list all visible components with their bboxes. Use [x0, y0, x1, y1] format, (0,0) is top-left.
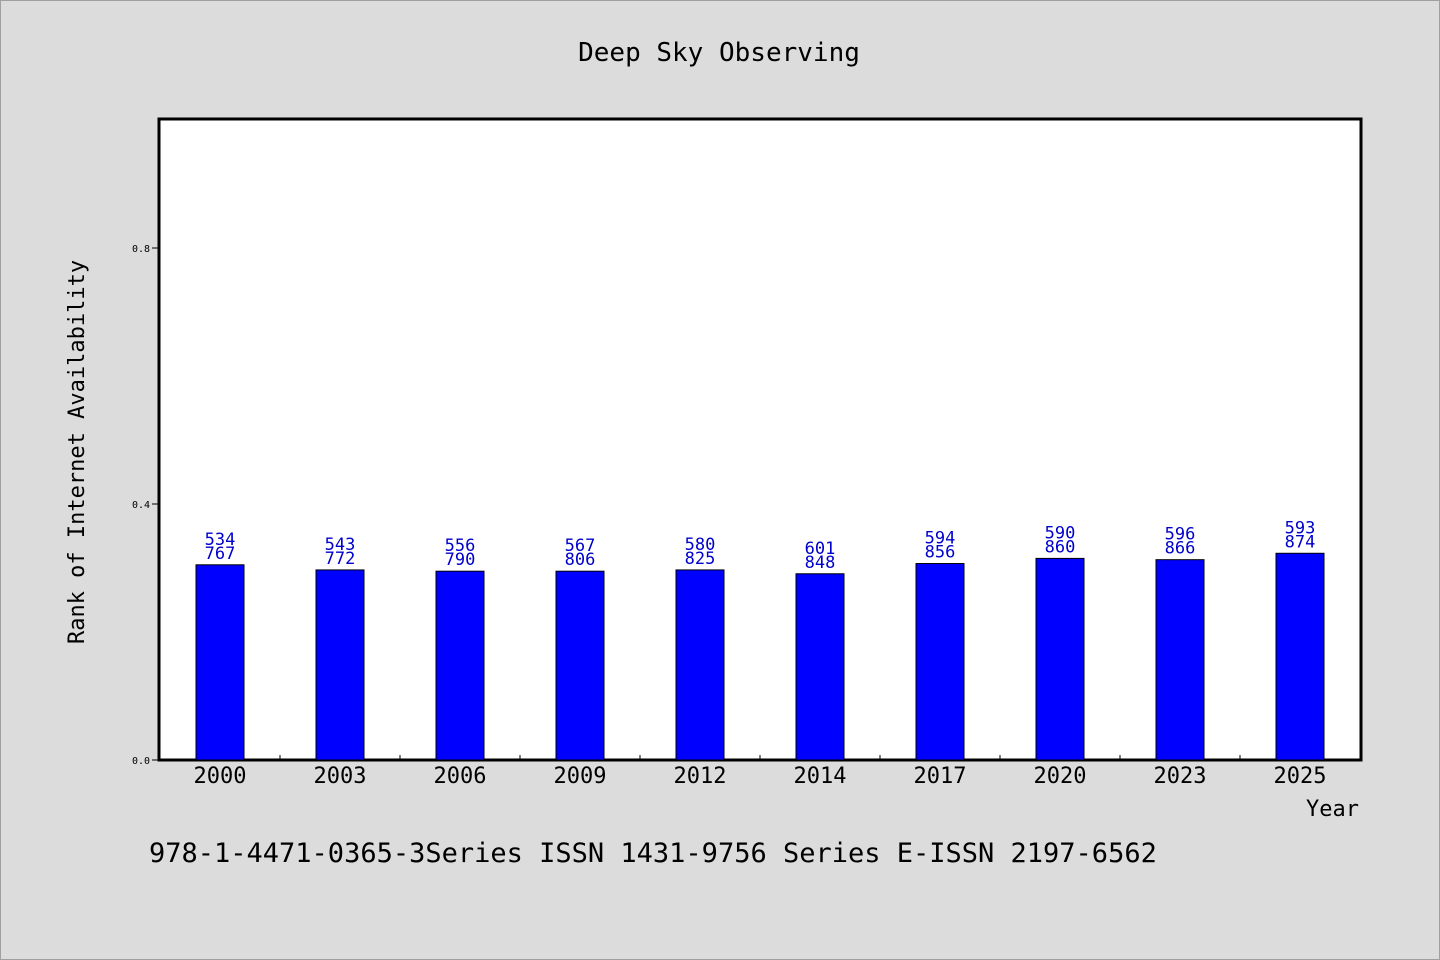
- x-tick-label-2014: 2014: [794, 764, 847, 789]
- data-label-bottom-2012: 825: [685, 549, 716, 569]
- bar-2000: [195, 564, 245, 761]
- data-label-bottom-2006: 790: [445, 550, 476, 570]
- x-axis-title: Year: [1306, 797, 1359, 822]
- y-axis-title: Rank of Internet Availability: [65, 260, 90, 644]
- chart-title: Deep Sky Observing: [578, 38, 860, 68]
- data-label-top-2009: 567: [565, 536, 596, 556]
- x-tick-label-2017: 2017: [914, 764, 967, 789]
- y-tick-label-0.0: 0.0: [132, 756, 150, 767]
- data-label-bottom-2025: 874: [1285, 532, 1316, 552]
- x-tick-label-2006: 2006: [434, 764, 487, 789]
- bar-2017: [915, 563, 965, 761]
- data-label-bottom-2020: 860: [1045, 537, 1076, 557]
- bar-2012: [675, 569, 725, 761]
- x-tick-label-2012: 2012: [674, 764, 727, 789]
- bar-2025: [1275, 552, 1325, 761]
- x-tick-label-2003: 2003: [314, 764, 367, 789]
- bar-2023: [1155, 559, 1205, 761]
- data-label-top-2025: 593: [1285, 518, 1316, 538]
- x-tick-label-2000: 2000: [194, 764, 247, 789]
- y-tick-label-0.4: 0.4: [132, 500, 150, 511]
- data-label-top-2017: 594: [925, 529, 956, 549]
- x-tick-label-2025: 2025: [1274, 764, 1327, 789]
- x-axis: 2000 2003 2006 2009 2012 2014 2017 2020 2023 2025: [194, 755, 1327, 789]
- bar-2014: [795, 573, 845, 761]
- data-label-bottom-2009: 806: [565, 550, 596, 570]
- data-label-top-2020: 590: [1045, 523, 1076, 543]
- bar-2020: [1035, 557, 1085, 761]
- y-tick-label-0.8: 0.8: [132, 244, 150, 255]
- x-tick-label-2009: 2009: [554, 764, 607, 789]
- data-label-top-2000: 534: [205, 530, 236, 550]
- data-label-bottom-2000: 767: [205, 544, 236, 564]
- footer-text: 978-1-4471-0365-3Series ISSN 1431-9756 S…: [149, 838, 1157, 869]
- data-label-top-2006: 556: [445, 536, 476, 556]
- data-label-bottom-2023: 866: [1165, 539, 1196, 559]
- x-tick-label-2020: 2020: [1034, 764, 1087, 789]
- data-label-bottom-2017: 856: [925, 543, 956, 563]
- bars-group: [195, 552, 1325, 761]
- bar-2006: [435, 570, 485, 761]
- bar-2003: [315, 569, 365, 761]
- data-label-bottom-2014: 848: [805, 553, 836, 573]
- bar-2009: [555, 570, 605, 761]
- data-label-top-2023: 596: [1165, 525, 1196, 545]
- data-label-top-2012: 580: [685, 535, 716, 555]
- data-label-bottom-2003: 772: [325, 549, 356, 569]
- data-label-top-2014: 601: [805, 539, 836, 559]
- y-axis: 0.0 0.4 0.8: [132, 244, 160, 767]
- data-label-top-2003: 543: [325, 535, 356, 555]
- x-tick-label-2023: 2023: [1154, 764, 1207, 789]
